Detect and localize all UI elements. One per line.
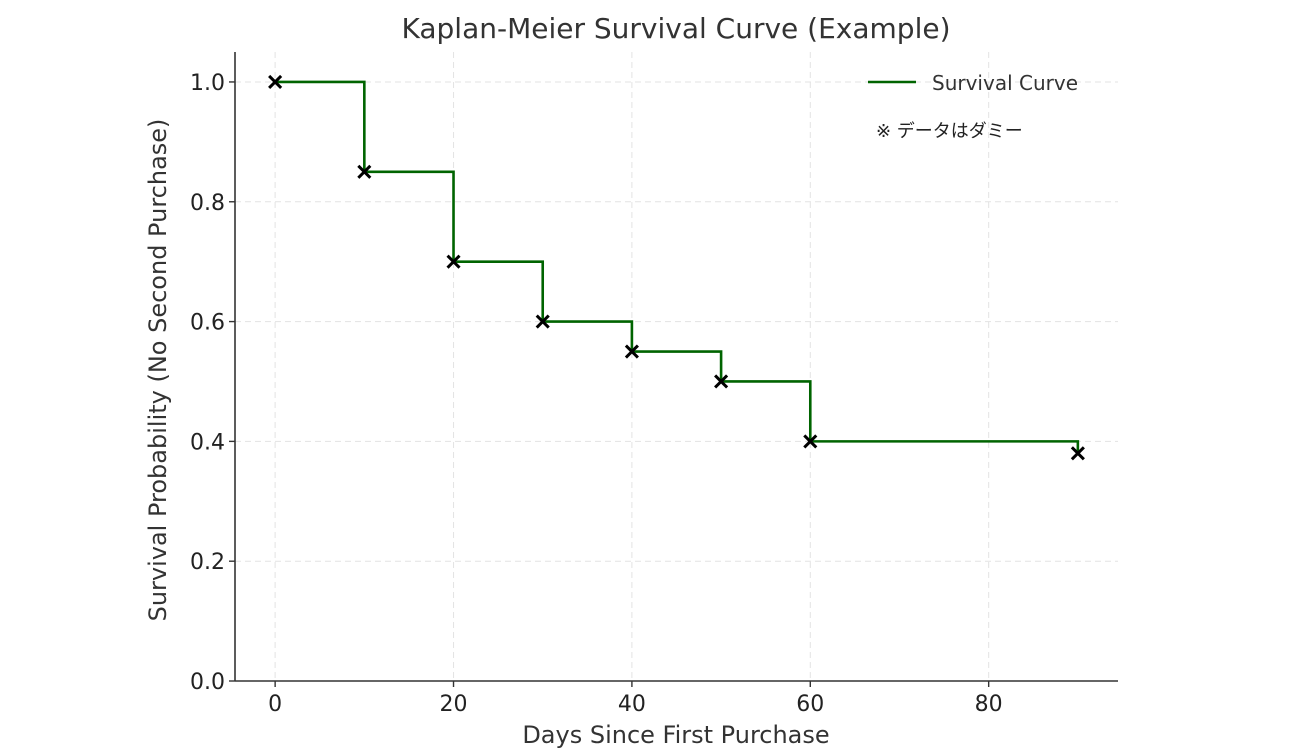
data-point-marker (714, 374, 729, 389)
dummy-data-note: ※ データはダミー (876, 121, 1023, 142)
x-axis-label: Days Since First Purchase (522, 721, 829, 749)
marker-stroke (535, 314, 550, 329)
data-point-marker (357, 164, 372, 179)
marker-stroke (268, 74, 283, 90)
y-axis-label: Survival Probability (No Second Purchase… (144, 119, 172, 622)
marker-layer (268, 74, 1085, 461)
series-line-survival-curve (275, 80, 1080, 454)
data-point-marker (624, 344, 639, 359)
legend: Survival Curve (868, 71, 1078, 95)
marker-stroke (624, 344, 639, 359)
y-tick-label: 0.4 (190, 430, 225, 455)
y-tick-label: 0.6 (190, 311, 225, 336)
data-point-marker (446, 254, 461, 269)
x-tick-label: 80 (975, 692, 1003, 717)
x-tick-label: 60 (796, 692, 824, 717)
x-ticks: 0 20 40 60 80 (268, 681, 1003, 717)
y-tick-label: 0.8 (190, 191, 225, 216)
x-tick-label: 20 (440, 692, 468, 717)
curve-layer (275, 80, 1080, 454)
y-tick-label: 1.0 (190, 71, 225, 96)
x-tick-label: 0 (268, 692, 282, 717)
chart-title: Kaplan-Meier Survival Curve (Example) (401, 12, 950, 45)
y-ticks: 0.0 0.2 0.4 0.6 0.8 1.0 (190, 71, 235, 695)
marker-stroke (446, 254, 461, 269)
marker-stroke (714, 374, 729, 389)
grid (235, 52, 1118, 682)
legend-label-survival-curve: Survival Curve (932, 71, 1078, 95)
data-point-marker (535, 314, 550, 329)
marker-stroke (357, 164, 372, 179)
data-point-marker (1070, 446, 1085, 461)
x-tick-label: 40 (618, 692, 646, 717)
marker-stroke (803, 434, 818, 449)
data-point-marker (268, 74, 283, 90)
y-tick-label: 0.2 (190, 550, 225, 575)
data-point-marker (803, 434, 818, 449)
marker-stroke (1070, 446, 1085, 461)
y-tick-label: 0.0 (190, 670, 225, 695)
